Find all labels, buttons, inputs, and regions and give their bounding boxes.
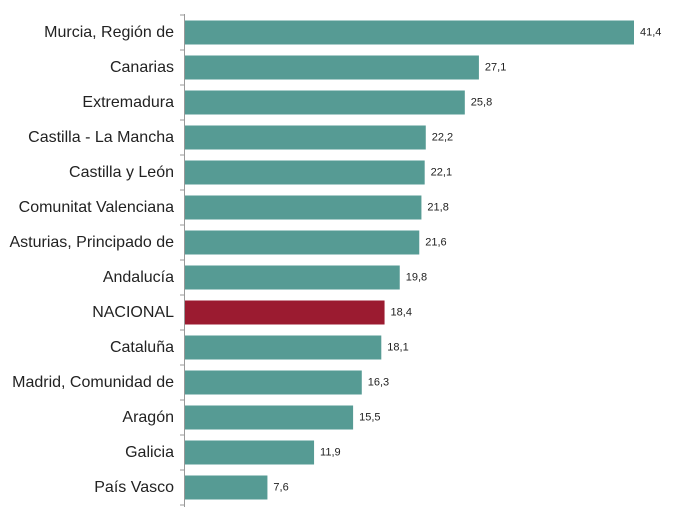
value-label-galicia: 11,9 bbox=[320, 447, 341, 459]
value-label-castilla-y-leon: 22,1 bbox=[431, 167, 452, 179]
bar-castilla-la-mancha bbox=[185, 125, 426, 150]
category-label-cataluna: Cataluña bbox=[110, 339, 174, 356]
bar-canarias bbox=[185, 55, 479, 80]
value-label-andalucia: 19,8 bbox=[406, 272, 427, 284]
value-labels: 41,4 27,1 25,8 22,2 22,1 21,8 21,6 19,8 18,4 18,1… bbox=[273, 27, 661, 494]
category-label-castilla-y-leon: Castilla y León bbox=[69, 164, 174, 181]
bar-asturias-principado-de bbox=[185, 230, 420, 255]
bar-galicia bbox=[185, 440, 315, 465]
bar-castilla-y-leon bbox=[185, 160, 425, 185]
value-label-murcia-region-de: 41,4 bbox=[640, 27, 661, 39]
value-label-nacional: 18,4 bbox=[391, 307, 412, 319]
category-label-aragon: Aragón bbox=[122, 409, 174, 426]
value-label-pais-vasco: 7,6 bbox=[273, 482, 288, 494]
category-label-andalucia: Andalucía bbox=[103, 269, 174, 286]
bar-andalucia bbox=[185, 265, 400, 290]
category-label-canarias: Canarias bbox=[110, 59, 174, 76]
category-label-galicia: Galicia bbox=[125, 444, 174, 461]
category-labels: Murcia, Región de Canarias Extremadura Cast… bbox=[9, 24, 174, 496]
bar-pais-vasco bbox=[185, 475, 268, 500]
bars-layer bbox=[185, 20, 634, 500]
bar-murcia-region-de bbox=[185, 20, 634, 45]
bar-extremadura bbox=[185, 90, 465, 115]
value-label-canarias: 27,1 bbox=[485, 62, 506, 74]
category-label-pais-vasco: País Vasco bbox=[94, 479, 174, 496]
category-label-asturias-principado-de: Asturias, Principado de bbox=[9, 234, 174, 251]
category-label-madrid-comunidad-de: Madrid, Comunidad de bbox=[12, 374, 174, 391]
category-label-nacional: NACIONAL bbox=[92, 304, 174, 321]
value-label-castilla-la-mancha: 22,2 bbox=[432, 132, 453, 144]
bar-cataluna bbox=[185, 335, 382, 360]
value-label-aragon: 15,5 bbox=[359, 412, 380, 424]
value-label-extremadura: 25,8 bbox=[471, 97, 492, 109]
value-label-cataluna: 18,1 bbox=[387, 342, 408, 354]
bar-nacional bbox=[185, 300, 385, 325]
category-label-comunitat-valenciana: Comunitat Valenciana bbox=[19, 199, 174, 216]
bar-aragon bbox=[185, 405, 354, 430]
category-label-castilla-la-mancha: Castilla - La Mancha bbox=[28, 129, 174, 146]
category-label-extremadura: Extremadura bbox=[82, 94, 174, 111]
y-axis bbox=[180, 14, 185, 507]
bar-madrid-comunidad-de bbox=[185, 370, 362, 395]
value-label-madrid-comunidad-de: 16,3 bbox=[368, 377, 389, 389]
category-label-murcia-region-de: Murcia, Región de bbox=[44, 24, 174, 41]
value-label-comunitat-valenciana: 21,8 bbox=[427, 202, 448, 214]
bar-comunitat-valenciana bbox=[185, 195, 422, 220]
value-label-asturias-principado-de: 21,6 bbox=[425, 237, 446, 249]
